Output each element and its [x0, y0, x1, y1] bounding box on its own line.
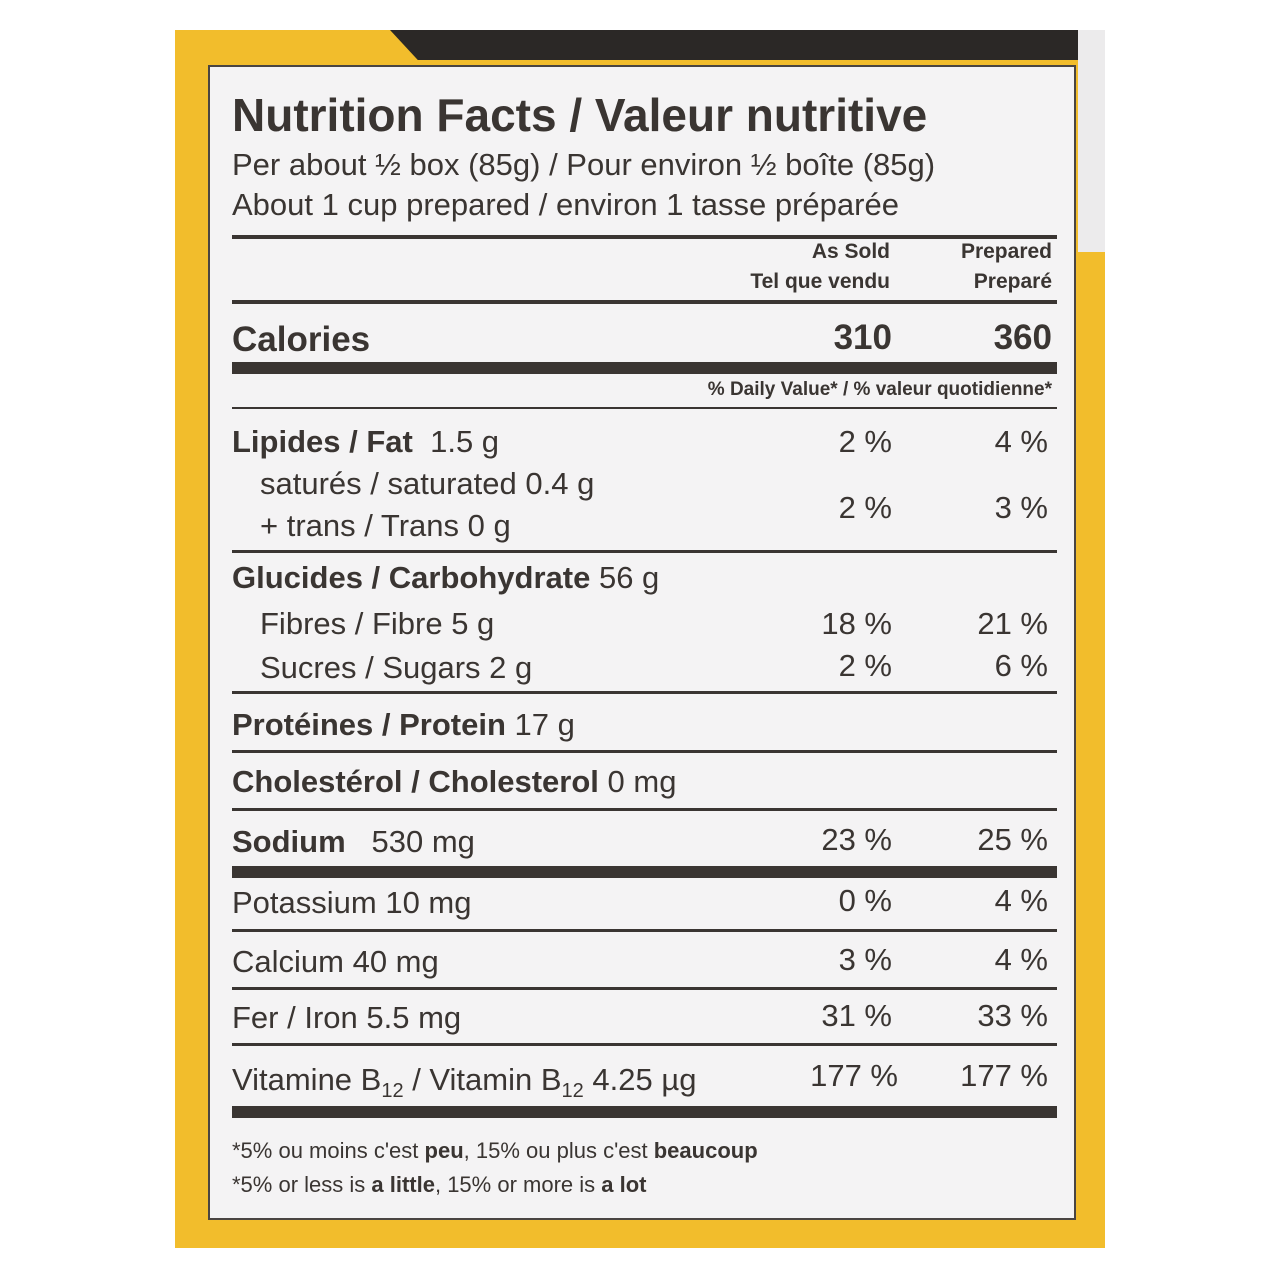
sodium-label: Sodium — [232, 824, 346, 859]
calories-label: Calories — [232, 320, 371, 359]
cholesterol-amount: 0 mg — [607, 764, 677, 799]
calories-as-sold: 310 — [833, 318, 892, 357]
col-prepared-fr: Preparé — [973, 270, 1052, 293]
col-prepared-en: Prepared — [960, 240, 1052, 263]
carb-amount: 56 g — [598, 560, 660, 595]
b12-row: Vitamine B12 / Vitamin B12 4.25 µg — [232, 1062, 697, 1103]
label-title: Nutrition Facts / Valeur nutritive — [232, 89, 928, 141]
saturated-trans-prepared: 3 % — [994, 490, 1048, 525]
carb-label: Glucides / Carbohydrate — [232, 560, 591, 595]
fibre-as-sold: 18 % — [821, 606, 892, 641]
divider — [232, 300, 1057, 304]
fat-label: Lipides / Fat — [232, 424, 413, 459]
trans-label: + trans / Trans 0 g — [260, 508, 511, 543]
iron-label: Fer / Iron 5.5 mg — [232, 1000, 462, 1035]
carb-row: Glucides / Carbohydrate 56 g — [232, 560, 659, 596]
divider — [232, 929, 1057, 932]
divider — [232, 1043, 1057, 1046]
footnote-en: *5% or less is a little, 15% or more is … — [232, 1172, 647, 1197]
saturated-label: saturés / saturated 0.4 g — [260, 466, 595, 501]
calcium-prepared: 4 % — [994, 942, 1048, 977]
protein-amount: 17 g — [514, 707, 575, 742]
fat-row: Lipides / Fat 1.5 g — [232, 424, 499, 460]
col-as-sold-en: As Sold — [811, 240, 890, 263]
iron-as-sold: 31 % — [821, 998, 892, 1033]
cholesterol-label: Cholestérol / Cholesterol — [232, 764, 599, 799]
potassium-prepared: 4 % — [994, 883, 1048, 918]
serving-size: Per about ½ box (85g) / Pour environ ½ b… — [232, 147, 936, 182]
sugars-prepared: 6 % — [994, 648, 1048, 683]
divider-thick — [232, 1106, 1057, 1118]
protein-label: Protéines / Protein — [232, 707, 506, 742]
fibre-label: Fibres / Fibre 5 g — [260, 606, 495, 641]
divider-thick — [232, 362, 1057, 374]
iron-prepared: 33 % — [977, 998, 1048, 1033]
sodium-row: Sodium 530 mg — [232, 824, 475, 860]
calories-prepared: 360 — [993, 318, 1052, 357]
fat-prepared: 4 % — [994, 424, 1048, 459]
nutrition-label — [208, 65, 1076, 1220]
potassium-label: Potassium 10 mg — [232, 885, 472, 920]
potassium-as-sold: 0 % — [838, 883, 892, 918]
footnote-fr: *5% ou moins c'est peu, 15% ou plus c'es… — [232, 1138, 758, 1163]
fat-amount: 1.5 g — [430, 424, 500, 459]
divider — [232, 407, 1057, 409]
divider — [232, 691, 1057, 694]
package-dark-band — [390, 30, 1085, 60]
fat-as-sold: 2 % — [838, 424, 892, 459]
package-edge-strip — [1078, 30, 1105, 252]
saturated-trans-as-sold: 2 % — [838, 490, 892, 525]
calcium-as-sold: 3 % — [838, 942, 892, 977]
divider — [232, 550, 1057, 553]
b12-as-sold: 177 % — [810, 1058, 898, 1093]
sugars-label: Sucres / Sugars 2 g — [260, 650, 533, 685]
divider — [232, 750, 1057, 753]
sodium-as-sold: 23 % — [821, 822, 892, 857]
b12-prepared: 177 % — [960, 1058, 1048, 1093]
divider — [232, 808, 1057, 811]
sugars-as-sold: 2 % — [838, 648, 892, 683]
divider — [232, 987, 1057, 990]
calcium-label: Calcium 40 mg — [232, 944, 439, 979]
cholesterol-row: Cholestérol / Cholesterol 0 mg — [232, 764, 676, 800]
sodium-amount: 530 mg — [371, 824, 475, 859]
sodium-prepared: 25 % — [977, 822, 1048, 857]
serving-prepared: About 1 cup prepared / environ 1 tasse p… — [232, 187, 899, 222]
divider — [232, 235, 1057, 239]
protein-row: Protéines / Protein 17 g — [232, 707, 575, 743]
fibre-prepared: 21 % — [977, 606, 1048, 641]
divider-thick — [232, 866, 1057, 878]
daily-value-header: % Daily Value* / % valeur quotidienne* — [707, 379, 1052, 400]
col-as-sold-fr: Tel que vendu — [750, 270, 890, 293]
